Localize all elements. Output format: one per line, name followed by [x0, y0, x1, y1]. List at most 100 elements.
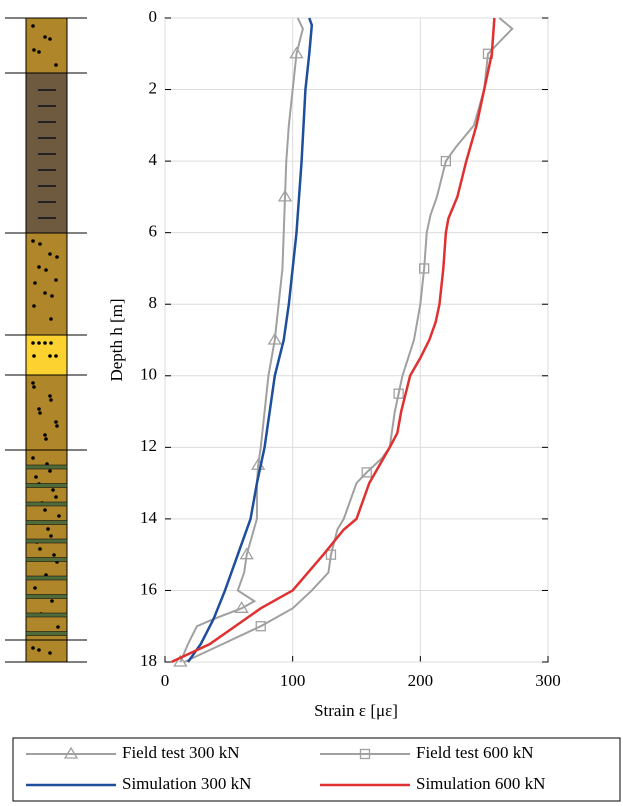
soil-dot	[43, 341, 47, 345]
series-line	[170, 17, 496, 664]
legend-label: Simulation 600 kN	[416, 774, 545, 793]
soil-dot	[54, 278, 58, 282]
y-tick-label: 12	[140, 436, 157, 455]
marker	[289, 46, 304, 59]
soil-stripe	[25, 501, 68, 507]
soil-dot	[54, 420, 58, 424]
soil-dot	[48, 252, 52, 256]
soil-dot	[32, 304, 36, 308]
marker	[277, 189, 293, 202]
marker	[255, 621, 266, 632]
soil-dot	[55, 424, 59, 428]
soil-dot	[37, 265, 41, 269]
soil-dot	[54, 354, 58, 358]
soil-dot	[34, 475, 38, 479]
series-line	[186, 17, 314, 663]
marker	[419, 263, 430, 274]
soil-dot	[48, 354, 52, 358]
soil-dot	[46, 527, 50, 531]
soil-dot	[50, 294, 54, 298]
soil-dot	[55, 255, 59, 259]
x-tick-label: 300	[535, 671, 561, 690]
soil-layer	[25, 449, 68, 663]
marker	[234, 601, 249, 613]
soil-stripe	[25, 483, 68, 488]
soil-dot	[38, 411, 42, 415]
marker	[393, 388, 404, 399]
soil-dot	[48, 651, 52, 655]
x-tick-label: 0	[161, 671, 170, 690]
x-tick-label: 100	[280, 671, 306, 690]
soil-stripe	[25, 557, 68, 562]
soil-dot	[37, 407, 41, 411]
soil-dot	[32, 48, 36, 52]
marker	[173, 654, 188, 667]
soil-texture	[25, 24, 68, 655]
y-tick-label: 6	[149, 222, 158, 241]
soil-dot	[43, 508, 47, 512]
plot-frame	[164, 17, 549, 663]
legend-marker	[359, 748, 371, 760]
soil-dot	[43, 433, 47, 437]
soil-dot	[44, 268, 48, 272]
y-tick-label: 8	[149, 293, 158, 312]
soil-dot	[51, 488, 55, 492]
y-tick-label: 0	[149, 7, 158, 26]
soil-dot	[48, 37, 52, 41]
soil-stripe	[25, 520, 68, 525]
soil-dot	[31, 456, 35, 460]
soil-dot	[49, 398, 53, 402]
y-tick-label: 2	[149, 78, 158, 97]
soil-layer	[25, 232, 68, 336]
soil-dot	[31, 646, 35, 650]
marker	[239, 547, 254, 560]
soil-column	[5, 17, 87, 663]
soil-dot	[31, 24, 35, 28]
soil-layer	[25, 334, 68, 376]
soil-dot	[37, 50, 41, 54]
soil-dot	[49, 317, 53, 321]
soil-dot	[57, 514, 61, 518]
soil-dot	[44, 437, 48, 441]
soil-dot	[52, 553, 56, 557]
soil-dot	[32, 385, 36, 389]
soil-dot	[31, 341, 35, 345]
legend-label: Field test 600 kN	[416, 743, 534, 762]
legend-label: Field test 300 kN	[122, 743, 240, 762]
soil-stripe	[25, 631, 68, 636]
soil-dot	[38, 242, 42, 246]
soil-dot	[38, 547, 42, 551]
soil-dot	[56, 625, 60, 629]
soil-stripe	[25, 612, 68, 618]
y-tick-label: 4	[149, 150, 158, 169]
soil-dot	[37, 648, 41, 652]
soil-stripe	[25, 538, 68, 544]
soil-dot	[37, 341, 41, 345]
legend-label: Simulation 300 kN	[122, 774, 251, 793]
series-line	[179, 17, 304, 663]
soil-dot	[43, 35, 47, 39]
soil-dot	[32, 354, 36, 358]
soil-dot	[43, 291, 47, 295]
soil-dot	[31, 239, 35, 243]
marker	[267, 332, 282, 345]
soil-dot	[54, 63, 58, 67]
soil-dot	[33, 281, 37, 285]
soil-dot	[31, 381, 35, 385]
legend-box	[12, 737, 621, 802]
x-tick-label: 200	[408, 671, 434, 690]
y-tick-label: 18	[140, 651, 157, 670]
marker	[325, 549, 337, 560]
soil-dot	[49, 534, 53, 538]
y-axis-label: Depth h [m]	[107, 298, 126, 381]
soil-dot	[48, 394, 52, 398]
y-tick-label: 10	[140, 365, 157, 384]
y-tick-label: 16	[140, 579, 157, 598]
soil-dot	[54, 495, 58, 499]
marker	[361, 467, 372, 478]
legend-marker	[63, 746, 79, 759]
soil-dot	[49, 341, 53, 345]
x-axis-label: Strain ε [με]	[314, 701, 398, 720]
